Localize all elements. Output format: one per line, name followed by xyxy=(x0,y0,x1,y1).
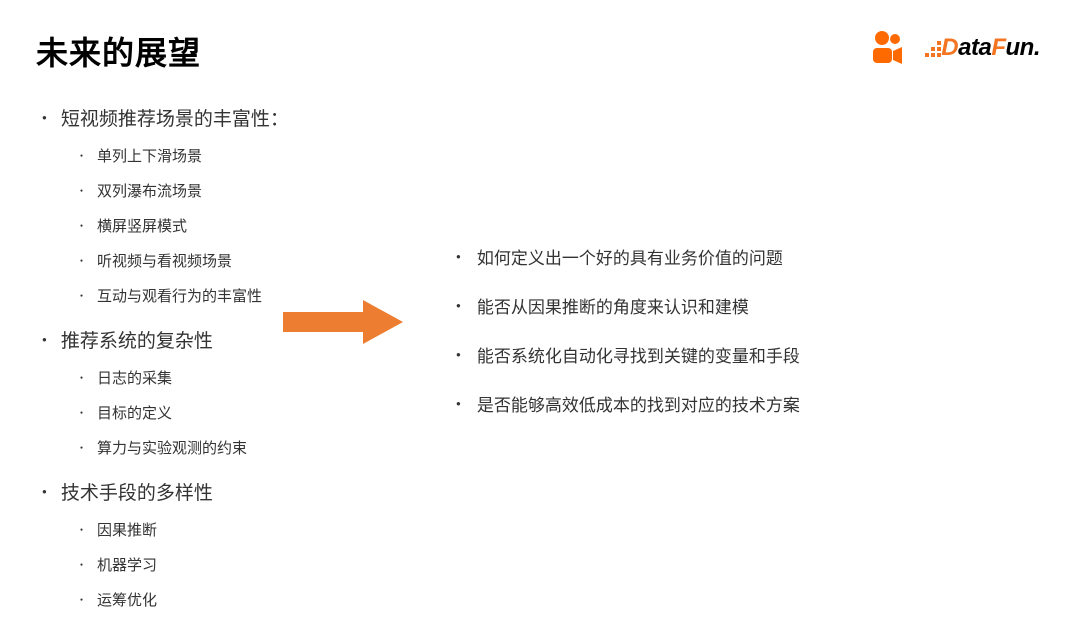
datafun-un: un. xyxy=(1006,34,1041,61)
list-item-text: 互动与观看行为的丰富性 xyxy=(97,285,262,306)
list-item: ● 单列上下滑场景 xyxy=(80,145,336,166)
list-item-text: 能否从因果推断的角度来认识和建模 xyxy=(477,293,749,318)
list-item: ● 是否能够高效低成本的找到对应的技术方案 xyxy=(456,391,800,416)
section-title-text-2: 技术手段的多样性 xyxy=(61,478,213,505)
datafun-f: F xyxy=(991,34,1005,61)
list-item-text: 机器学习 xyxy=(97,554,157,575)
list-item-text: 能否系统化自动化寻找到关键的变量和手段 xyxy=(477,342,800,367)
list-item: ● 双列瀑布流场景 xyxy=(80,180,336,201)
list-item: ● 目标的定义 xyxy=(80,402,336,423)
list-item-text: 如何定义出一个好的具有业务价值的问题 xyxy=(477,244,783,269)
right-list: ● 如何定义出一个好的具有业务价值的问题 ● 能否从因果推断的角度来认识和建模 ● 能… xyxy=(456,244,800,416)
list-item-text: 是否能够高效低成本的找到对应的技术方案 xyxy=(477,391,800,416)
list-item-text: 日志的采集 xyxy=(97,367,172,388)
bullet-icon: ● xyxy=(80,562,83,568)
bullet-icon: ● xyxy=(80,153,83,159)
list-item: ● 运筹优化 xyxy=(80,589,336,610)
list-item-text: 算力与实验观测的约束 xyxy=(97,437,247,458)
datafun-d: D xyxy=(941,34,958,61)
slide-title: 未来的展望 xyxy=(36,28,201,74)
bullet-icon: ● xyxy=(42,487,47,496)
list-item-text: 目标的定义 xyxy=(97,402,172,423)
bullet-icon: ● xyxy=(80,293,83,299)
list-item: ● 日志的采集 xyxy=(80,367,336,388)
section-title-text-1: 推荐系统的复杂性 xyxy=(61,326,213,353)
list-item-text: 因果推断 xyxy=(97,519,157,540)
bullet-icon: ● xyxy=(42,335,47,344)
bullet-icon: ● xyxy=(80,597,83,603)
list-item: ● 机器学习 xyxy=(80,554,336,575)
slide-content: ● 短视频推荐场景的丰富性： ● 单列上下滑场景 ● 双列瀑布流场景 ● 横屏竖屏模式 … xyxy=(0,74,1080,630)
sub-list-2: ● 因果推断 ● 机器学习 ● 运筹优化 xyxy=(36,519,336,610)
bullet-icon: ● xyxy=(80,445,83,451)
datafun-ata: ata xyxy=(958,34,991,61)
list-item-text: 听视频与看视频场景 xyxy=(97,250,232,271)
list-item: ● 因果推断 xyxy=(80,519,336,540)
list-item: ● 横屏竖屏模式 xyxy=(80,215,336,236)
arrow-icon xyxy=(283,300,403,349)
section-title-0: ● 短视频推荐场景的丰富性： xyxy=(36,104,336,131)
bullet-icon: ● xyxy=(80,258,83,264)
left-column: ● 短视频推荐场景的丰富性： ● 单列上下滑场景 ● 双列瀑布流场景 ● 横屏竖屏模式 … xyxy=(36,104,336,630)
list-item: ● 如何定义出一个好的具有业务价值的问题 xyxy=(456,244,800,269)
bullet-icon: ● xyxy=(80,223,83,229)
bullet-icon: ● xyxy=(456,399,461,408)
section-2: ● 技术手段的多样性 ● 因果推断 ● 机器学习 ● 运筹优化 xyxy=(36,478,336,610)
list-item-text: 横屏竖屏模式 xyxy=(97,215,187,236)
bullet-icon: ● xyxy=(456,252,461,261)
slide-header: 未来的展望 Dat xyxy=(0,0,1080,74)
list-item-text: 双列瀑布流场景 xyxy=(97,180,202,201)
list-item: ● 能否系统化自动化寻找到关键的变量和手段 xyxy=(456,342,800,367)
bullet-icon: ● xyxy=(80,375,83,381)
sub-list-0: ● 单列上下滑场景 ● 双列瀑布流场景 ● 横屏竖屏模式 ● 听视频与看视频场景 ● 互动… xyxy=(36,145,336,306)
section-title-text-0: 短视频推荐场景的丰富性： xyxy=(61,104,289,131)
sub-list-1: ● 日志的采集 ● 目标的定义 ● 算力与实验观测的约束 xyxy=(36,367,336,458)
kuaishou-logo-icon xyxy=(867,28,907,68)
bullet-icon: ● xyxy=(80,410,83,416)
section-title-2: ● 技术手段的多样性 xyxy=(36,478,336,505)
bullet-icon: ● xyxy=(456,350,461,359)
list-item-text: 单列上下滑场景 xyxy=(97,145,202,166)
list-item-text: 运筹优化 xyxy=(97,589,157,610)
bullet-icon: ● xyxy=(456,301,461,310)
section-0: ● 短视频推荐场景的丰富性： ● 单列上下滑场景 ● 双列瀑布流场景 ● 横屏竖屏模式 … xyxy=(36,104,336,306)
logo-group: DataFun. xyxy=(867,28,1040,68)
list-item: ● 能否从因果推断的角度来认识和建模 xyxy=(456,293,800,318)
datafun-logo-icon: DataFun. xyxy=(925,34,1040,62)
list-item: ● 算力与实验观测的约束 xyxy=(80,437,336,458)
right-column: ● 如何定义出一个好的具有业务价值的问题 ● 能否从因果推断的角度来认识和建模 ● 能… xyxy=(336,104,800,630)
bullet-icon: ● xyxy=(80,188,83,194)
bullet-icon: ● xyxy=(80,527,83,533)
list-item: ● 听视频与看视频场景 xyxy=(80,250,336,271)
bullet-icon: ● xyxy=(42,113,47,122)
